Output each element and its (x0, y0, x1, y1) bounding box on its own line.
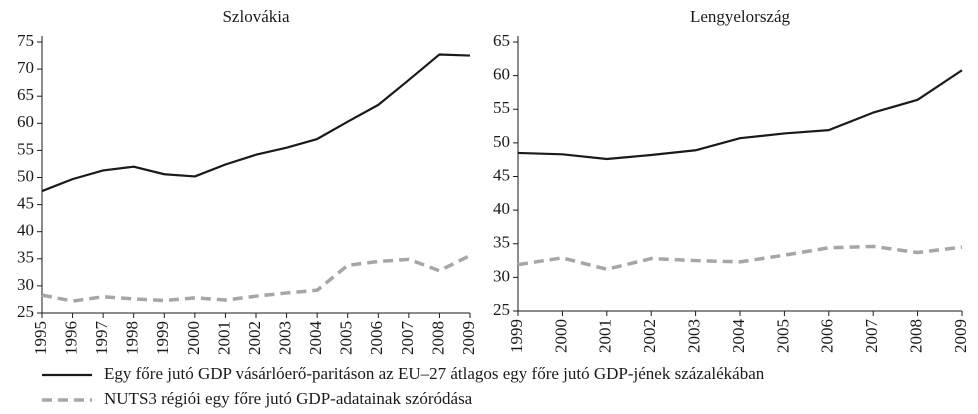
y-tick-label: 55 (17, 139, 34, 158)
x-tick-label: 2009 (459, 321, 478, 355)
y-tick-label: 40 (493, 199, 510, 218)
legend-label: NUTS3 régiói egy főre jutó GDP-adatainak… (104, 389, 473, 408)
x-tick-label: 2008 (428, 321, 447, 355)
x-tick-label: 2006 (367, 321, 386, 355)
x-tick-label: 2001 (214, 321, 233, 355)
y-tick-label: 30 (17, 275, 34, 294)
x-tick-label: 2005 (337, 321, 356, 355)
x-tick-label: 1995 (31, 321, 50, 355)
y-tick-label: 25 (493, 300, 510, 319)
x-tick-label: 2002 (245, 321, 264, 355)
y-tick-label: 35 (17, 248, 34, 267)
chart-title: Szlovákia (222, 7, 289, 26)
x-tick-label: 2007 (398, 321, 417, 356)
data-line (41, 253, 471, 303)
legend-label: Egy főre jutó GDP vásárlóerő-paritáson a… (104, 364, 765, 383)
x-tick-label: 1997 (92, 321, 111, 356)
y-tick-label: 75 (17, 31, 34, 50)
y-tick-label: 60 (17, 112, 34, 131)
x-tick-label: 2009 (951, 319, 970, 353)
x-tick-label: 2001 (596, 319, 615, 353)
x-tick-label: 2008 (907, 319, 926, 353)
x-tick-label: 2003 (685, 319, 704, 353)
y-tick-label: 50 (17, 166, 34, 185)
x-tick-label: 1999 (507, 319, 526, 353)
y-tick-label: 45 (17, 194, 34, 213)
y-tick-label: 50 (493, 132, 510, 151)
x-tick-label: 1999 (153, 321, 172, 355)
y-tick-label: 60 (493, 65, 510, 84)
x-tick-label: 2000 (184, 321, 203, 355)
x-tick-label: 2002 (640, 319, 659, 353)
x-tick-label: 1998 (123, 321, 142, 355)
y-tick-label: 25 (17, 302, 34, 321)
data-line (41, 53, 471, 193)
y-tick-label: 70 (17, 58, 34, 77)
y-tick-label: 40 (17, 221, 34, 240)
x-tick-label: 1996 (61, 321, 80, 355)
y-tick-label: 65 (17, 85, 34, 104)
x-tick-label: 2004 (729, 319, 748, 354)
data-line (517, 244, 963, 272)
x-tick-label: 2003 (275, 321, 294, 355)
y-tick-label: 65 (493, 31, 510, 50)
x-tick-label: 2004 (306, 321, 325, 356)
x-tick-label: 2006 (818, 319, 837, 353)
chart-title: Lengyelország (690, 7, 791, 26)
x-tick-label: 2005 (773, 319, 792, 353)
x-tick-label: 2000 (551, 319, 570, 353)
data-line (517, 69, 963, 161)
y-tick-label: 30 (493, 266, 510, 285)
x-tick-label: 2007 (862, 319, 881, 354)
y-tick-label: 35 (493, 233, 510, 252)
y-tick-label: 55 (493, 98, 510, 117)
y-tick-label: 45 (493, 165, 510, 184)
